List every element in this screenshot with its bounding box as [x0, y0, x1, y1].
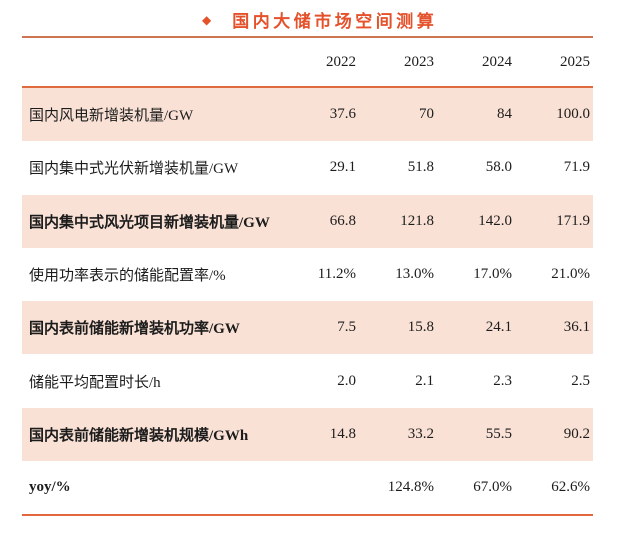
- cell-value: 17.0%: [473, 266, 512, 283]
- cell-value: 2.3: [493, 372, 512, 389]
- table-row: 国内集中式光伏新增装机量/GW 29.1 51.8 58.0 71.9: [22, 141, 593, 194]
- cell-value: 142.0: [478, 212, 512, 229]
- row-label: 国内集中式光伏新增装机量/GW: [29, 161, 239, 178]
- cell-value: 7.5: [337, 319, 356, 336]
- cell-value: 58.0: [485, 159, 512, 176]
- table-row: 国内表前储能新增装机功率/GW 7.5 15.8 24.1 36.1: [22, 301, 593, 355]
- cell-value: 11.2%: [317, 266, 356, 283]
- table-header-row: 2022 2023 2024 2025: [22, 38, 593, 88]
- table-row: 国内集中式风光项目新增装机量/GW 66.8 121.8 142.0 171.9: [22, 194, 593, 248]
- table-row: 使用功率表示的储能配置率/% 11.2% 13.0% 17.0% 21.0%: [22, 248, 593, 301]
- cell-value: 21.0%: [551, 266, 590, 283]
- row-label: 国内风电新增装机量/GW: [29, 108, 194, 125]
- cell-value: 55.5: [485, 425, 512, 442]
- table-row: 国内风电新增装机量/GW 37.6 70 84 100.0: [22, 88, 593, 142]
- row-label: 储能平均配置时长/h: [29, 374, 161, 391]
- page-title: 国内大储市场空间测算: [232, 12, 438, 31]
- estimation-table: 2022 2023 2024 2025 国内风电新增装机量/GW 37.6 70…: [22, 36, 593, 517]
- cell-value: 67.0%: [473, 479, 512, 496]
- cell-value: 84: [497, 106, 512, 123]
- cell-value: 15.8: [407, 319, 434, 336]
- cell-value: 66.8: [329, 212, 356, 229]
- diamond-bullet-icon: ◆: [202, 12, 212, 27]
- column-header-2025: 2025: [560, 53, 590, 70]
- cell-value: 33.2: [407, 425, 434, 442]
- cell-value: 37.6: [329, 106, 356, 123]
- cell-value: 29.1: [329, 159, 356, 176]
- cell-value: 90.2: [563, 425, 590, 442]
- cell-value: 100.0: [556, 106, 590, 123]
- cell-value: 2.1: [415, 372, 434, 389]
- cell-value: 124.8%: [387, 479, 434, 496]
- table-row: 国内表前储能新增装机规模/GWh 14.8 33.2 55.5 90.2: [22, 407, 593, 462]
- section-title: ◆ 国内大储市场空间测算: [202, 7, 437, 32]
- table-body: 国内风电新增装机量/GW 37.6 70 84 100.0 国内集中式光伏新增装…: [22, 88, 593, 517]
- row-label: 国内集中式风光项目新增装机量/GW: [29, 214, 270, 231]
- table-row: 储能平均配置时长/h 2.0 2.1 2.3 2.5: [22, 354, 593, 407]
- cell-value: 70: [419, 106, 434, 123]
- row-label: 国内表前储能新增装机规模/GWh: [29, 427, 249, 444]
- cell-value: 2.0: [337, 372, 356, 389]
- cell-value: 51.8: [407, 159, 434, 176]
- column-header-2022: 2022: [326, 53, 356, 70]
- table-row: yoy/% 124.8% 67.0% 62.6%: [22, 461, 593, 514]
- cell-value: 13.0%: [395, 266, 434, 283]
- column-header-2024: 2024: [482, 53, 512, 70]
- cell-value: 121.8: [400, 212, 434, 229]
- cell-value: 62.6%: [551, 479, 590, 496]
- cell-value: 171.9: [556, 212, 590, 229]
- cell-value: 36.1: [563, 319, 590, 336]
- cell-value: 2.5: [571, 372, 590, 389]
- cell-value: 71.9: [563, 159, 590, 176]
- row-label: yoy/%: [29, 479, 71, 496]
- row-label: 国内表前储能新增装机功率/GW: [29, 321, 240, 338]
- cell-value: 14.8: [329, 425, 356, 442]
- cell-value: 24.1: [485, 319, 512, 336]
- column-header-2023: 2023: [404, 53, 434, 70]
- row-label: 使用功率表示的储能配置率/%: [29, 268, 226, 285]
